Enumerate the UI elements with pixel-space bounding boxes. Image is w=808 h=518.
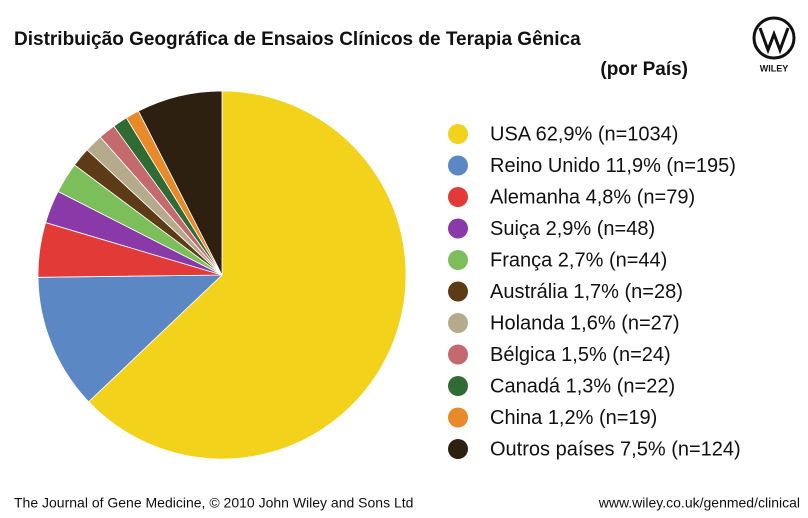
legend-marker bbox=[448, 281, 468, 302]
logo-ring bbox=[752, 16, 796, 60]
legend-label: Reino Unido 11,9% (n=195) bbox=[490, 155, 736, 177]
legend-label: Bélgica 1,5% (n=24) bbox=[490, 344, 671, 366]
legend-label: Austrália 1,7% (n=28) bbox=[490, 281, 683, 303]
source: The Journal of Gene Medicine, © 2010 Joh… bbox=[14, 495, 413, 511]
chart-subtitle: (por País) bbox=[600, 59, 688, 80]
legend-label: Outros países 7,5% (n=124) bbox=[490, 438, 741, 460]
legend-marker bbox=[448, 218, 468, 239]
legend-label: França 2,7% (n=44) bbox=[490, 249, 667, 271]
logo-mark bbox=[758, 27, 790, 55]
url: www.wiley.co.uk/genmed/clinical bbox=[598, 495, 800, 511]
pie-slice bbox=[88, 90, 407, 460]
legend-marker bbox=[448, 155, 468, 176]
legend-marker bbox=[448, 407, 468, 428]
legend-marker bbox=[448, 376, 468, 396]
legend-marker bbox=[448, 187, 468, 207]
legend-label: Alemanha 4,8% (n=79) bbox=[490, 186, 695, 208]
legend-marker bbox=[448, 313, 468, 333]
legend-marker bbox=[448, 124, 468, 144]
chart-title: Distribuição Geográfica de Ensaios Clíni… bbox=[14, 29, 581, 50]
legend-marker bbox=[448, 344, 468, 365]
legend-label: Holanda 1,6% (n=27) bbox=[490, 312, 680, 334]
legend-label: Canadá 1,3% (n=22) bbox=[490, 375, 675, 397]
logo-text: WILEY bbox=[760, 63, 789, 73]
legend-label: Suiça 2,9% (n=48) bbox=[490, 218, 655, 240]
legend-marker bbox=[448, 250, 468, 270]
legend-marker bbox=[448, 439, 468, 459]
legend-label: USA 62,9% (n=1034) bbox=[490, 123, 678, 145]
legend-label: China 1,2% (n=19) bbox=[490, 407, 657, 429]
logo: WILEY bbox=[752, 16, 796, 73]
pie-slice bbox=[137, 90, 223, 276]
pie-slice bbox=[37, 274, 224, 403]
